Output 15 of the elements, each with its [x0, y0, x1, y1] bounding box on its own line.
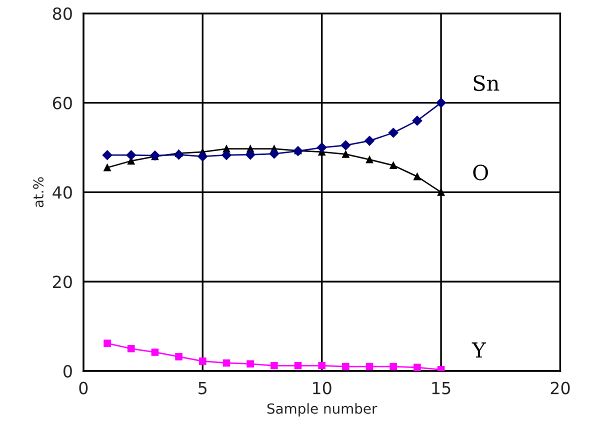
- y-tick-label: 0: [64, 364, 72, 378]
- y-tick-label: 40: [52, 186, 72, 199]
- x-tick-label: 5: [198, 382, 206, 394]
- series-label: Sn: [474, 75, 500, 91]
- x-tick-label: 15: [432, 382, 450, 394]
- series-label: O: [473, 164, 488, 180]
- x-tick-label: 0: [79, 382, 88, 394]
- y-tick-label: 80: [52, 7, 72, 20]
- series-label: Y: [472, 342, 486, 358]
- x-tick-label: 20: [550, 382, 570, 394]
- x-axis-title: Sample number: [267, 403, 378, 417]
- y-tick-label: 60: [52, 96, 72, 110]
- y-axis-title: at.%: [33, 177, 44, 208]
- y-tick-label: 20: [53, 276, 72, 288]
- x-tick-label: 10: [313, 382, 332, 394]
